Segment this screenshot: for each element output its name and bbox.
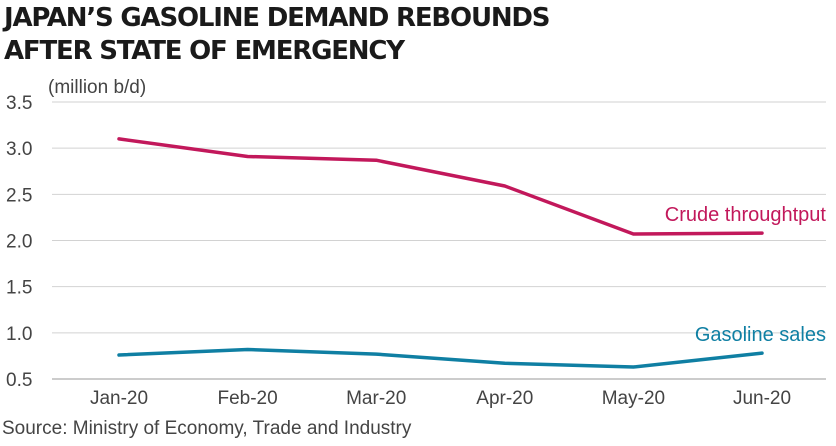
y-axis-unit-label: (million b/d) xyxy=(48,77,146,98)
x-tick-label: Jan-20 xyxy=(90,388,148,409)
y-tick-label: 2.5 xyxy=(6,185,32,206)
y-tick-label: 3.5 xyxy=(6,93,32,114)
x-tick-label: Jun-20 xyxy=(733,388,791,409)
y-tick-label: 0.5 xyxy=(6,370,32,391)
series-label-1: Gasoline sales xyxy=(695,324,826,346)
series-lines xyxy=(117,137,764,369)
x-tick-label: Feb-20 xyxy=(217,388,277,409)
x-tick-label: May-20 xyxy=(602,388,665,409)
series-labels: Crude throughtput Gasoline sales xyxy=(665,204,827,346)
y-tick-label: 2.0 xyxy=(6,232,32,253)
gridlines xyxy=(52,101,826,380)
source-note: Source: Ministry of Economy, Trade and I… xyxy=(2,418,412,439)
series-line-1 xyxy=(117,347,764,369)
chart-title-line-1: JAPAN’S GASOLINE DEMAND REBOUNDS xyxy=(4,3,551,33)
y-axis-ticks: 3.5 3.0 2.5 2.0 1.5 1.0 0.5 xyxy=(6,93,32,391)
x-axis-ticks: Jan-20 Feb-20 Mar-20 Apr-20 May-20 Jun-20 xyxy=(90,388,791,409)
chart-title: JAPAN’S GASOLINE DEMAND REBOUNDS AFTER S… xyxy=(4,2,551,68)
chart-title-line-2: AFTER STATE OF EMERGENCY xyxy=(4,36,405,66)
x-tick-label: Apr-20 xyxy=(476,388,533,409)
series-line-0 xyxy=(117,137,764,236)
y-tick-label: 1.5 xyxy=(6,278,32,299)
y-tick-label: 1.0 xyxy=(6,324,32,345)
x-tick-label: Mar-20 xyxy=(346,388,406,409)
y-tick-label: 3.0 xyxy=(6,139,32,160)
series-label-0: Crude throughtput xyxy=(665,204,827,226)
